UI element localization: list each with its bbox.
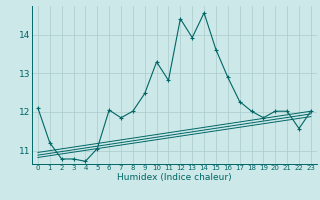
X-axis label: Humidex (Indice chaleur): Humidex (Indice chaleur) xyxy=(117,173,232,182)
